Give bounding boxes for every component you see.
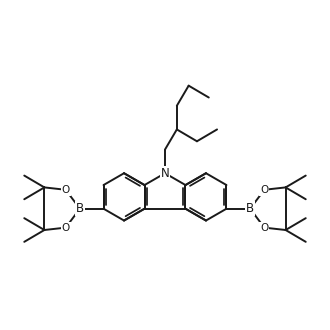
Text: B: B bbox=[246, 202, 254, 215]
Text: B: B bbox=[76, 202, 84, 215]
Text: O: O bbox=[260, 185, 268, 195]
Text: N: N bbox=[161, 167, 169, 180]
Text: O: O bbox=[260, 223, 268, 233]
Text: O: O bbox=[62, 185, 70, 195]
Text: O: O bbox=[62, 223, 70, 233]
